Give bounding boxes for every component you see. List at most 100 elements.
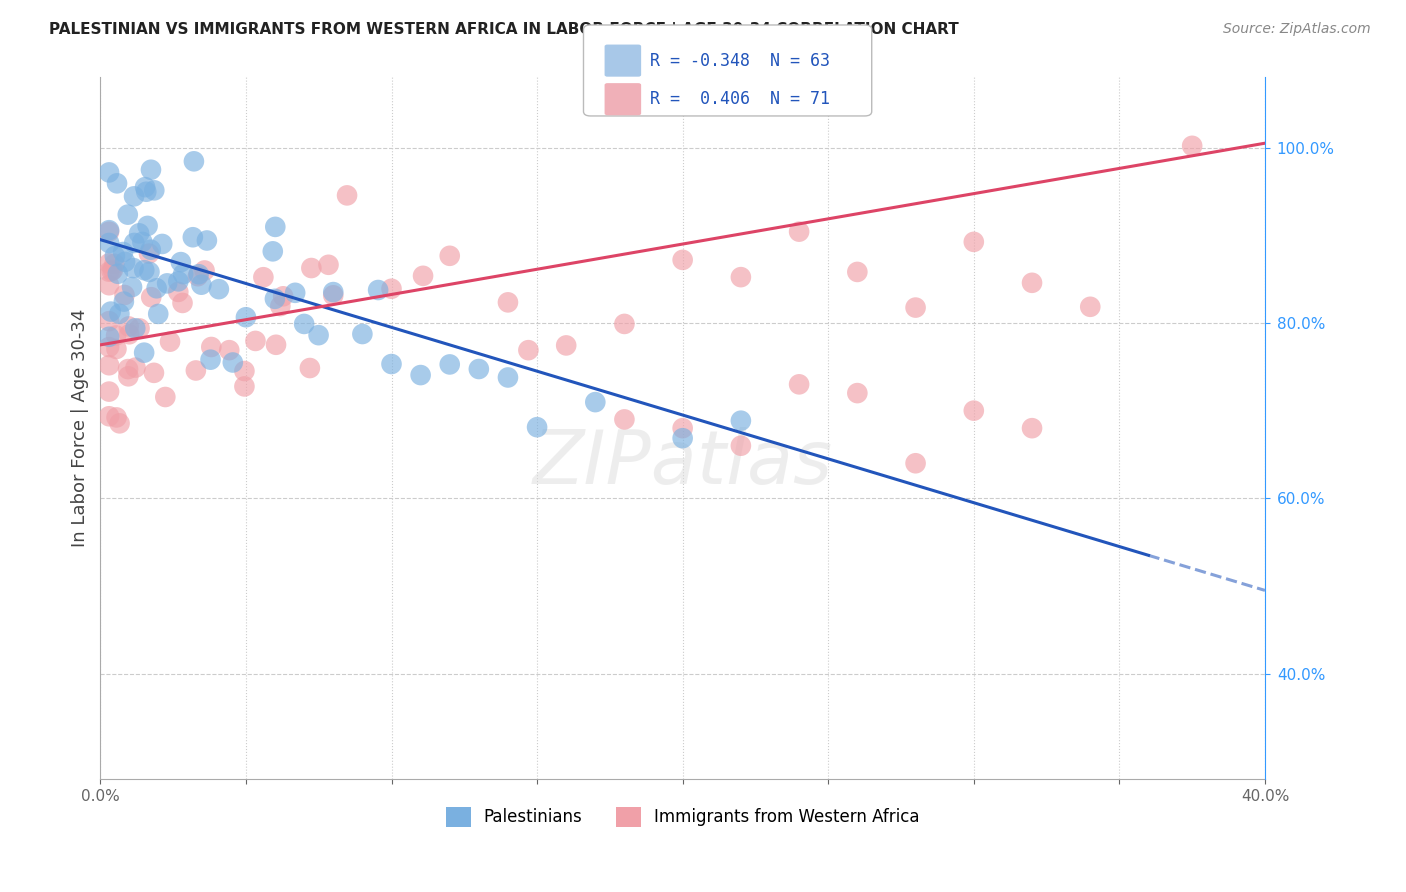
Point (170, 255, 193, 269)
Point (1021, 421, 1043, 435)
Point (187, 267, 209, 281)
Point (128, 321, 150, 335)
Point (134, 263, 156, 277)
Point (118, 319, 141, 334)
Point (468, 362, 491, 376)
Point (98, 330, 121, 344)
Point (104, 249, 127, 263)
Point (380, 282, 402, 296)
Point (156, 277, 179, 291)
Point (134, 180, 156, 194)
Point (108, 417, 131, 431)
Point (98, 409, 121, 424)
Point (336, 188, 359, 202)
Point (193, 263, 215, 277)
Point (148, 307, 170, 321)
Point (124, 360, 146, 375)
Point (1021, 276, 1043, 290)
Point (730, 270, 752, 285)
Point (98, 225, 121, 239)
Point (1181, 138, 1204, 153)
Point (167, 274, 190, 288)
Point (235, 310, 257, 325)
Point (613, 412, 636, 426)
Point (105, 342, 128, 356)
Point (200, 352, 222, 367)
Point (367, 283, 389, 297)
Point (98, 314, 121, 328)
Point (114, 255, 136, 269)
Point (963, 235, 986, 249)
Point (112, 245, 135, 260)
Point (439, 358, 461, 372)
Point (98, 265, 121, 279)
Point (264, 338, 287, 352)
Point (145, 281, 167, 295)
Text: PALESTINIAN VS IMMIGRANTS FROM WESTERN AFRICA IN LABOR FORCE | AGE 30-34 CORRELA: PALESTINIAN VS IMMIGRANTS FROM WESTERN A… (49, 22, 959, 38)
Point (1078, 300, 1101, 314)
Point (117, 369, 139, 384)
Point (136, 219, 159, 233)
Text: ZIPatlas: ZIPatlas (533, 427, 832, 500)
Point (98, 256, 121, 270)
Point (218, 343, 240, 358)
Text: R =  0.406  N = 71: R = 0.406 N = 71 (650, 90, 830, 108)
Point (118, 327, 141, 342)
Point (139, 243, 162, 257)
Point (117, 208, 139, 222)
Point (252, 270, 274, 285)
Point (292, 317, 315, 331)
Point (439, 249, 461, 263)
Point (112, 294, 135, 309)
Point (284, 285, 307, 300)
Point (122, 261, 145, 276)
Point (352, 326, 374, 341)
Point (195, 234, 218, 248)
Point (122, 189, 145, 203)
Point (121, 280, 143, 294)
Point (131, 235, 153, 249)
Point (155, 390, 177, 404)
Point (138, 265, 160, 279)
Point (124, 321, 146, 335)
Point (98, 235, 121, 250)
Point (318, 258, 340, 272)
Point (322, 285, 344, 299)
Point (117, 362, 139, 376)
Point (134, 345, 156, 359)
Point (233, 364, 256, 378)
Point (101, 263, 124, 277)
Point (172, 296, 194, 310)
Point (222, 355, 245, 369)
Point (730, 414, 752, 428)
Point (730, 439, 752, 453)
Point (787, 225, 810, 239)
Point (672, 421, 695, 435)
Point (846, 265, 869, 279)
Point (100, 304, 122, 318)
Point (143, 183, 166, 197)
Point (98, 340, 121, 354)
Point (904, 301, 927, 315)
Point (159, 334, 181, 349)
Point (583, 395, 606, 409)
Point (496, 370, 519, 384)
Point (672, 252, 695, 267)
Point (107, 267, 129, 281)
Point (380, 357, 402, 371)
Point (98, 384, 121, 399)
Point (187, 269, 209, 284)
Point (412, 268, 434, 283)
Point (172, 267, 194, 281)
Point (299, 260, 322, 275)
Point (105, 410, 128, 425)
Point (787, 377, 810, 392)
Point (105, 328, 128, 343)
Point (963, 403, 986, 417)
Point (308, 328, 330, 343)
Point (138, 246, 160, 260)
Point (108, 307, 131, 321)
Point (114, 288, 136, 302)
Point (98, 358, 121, 372)
Point (298, 361, 321, 376)
